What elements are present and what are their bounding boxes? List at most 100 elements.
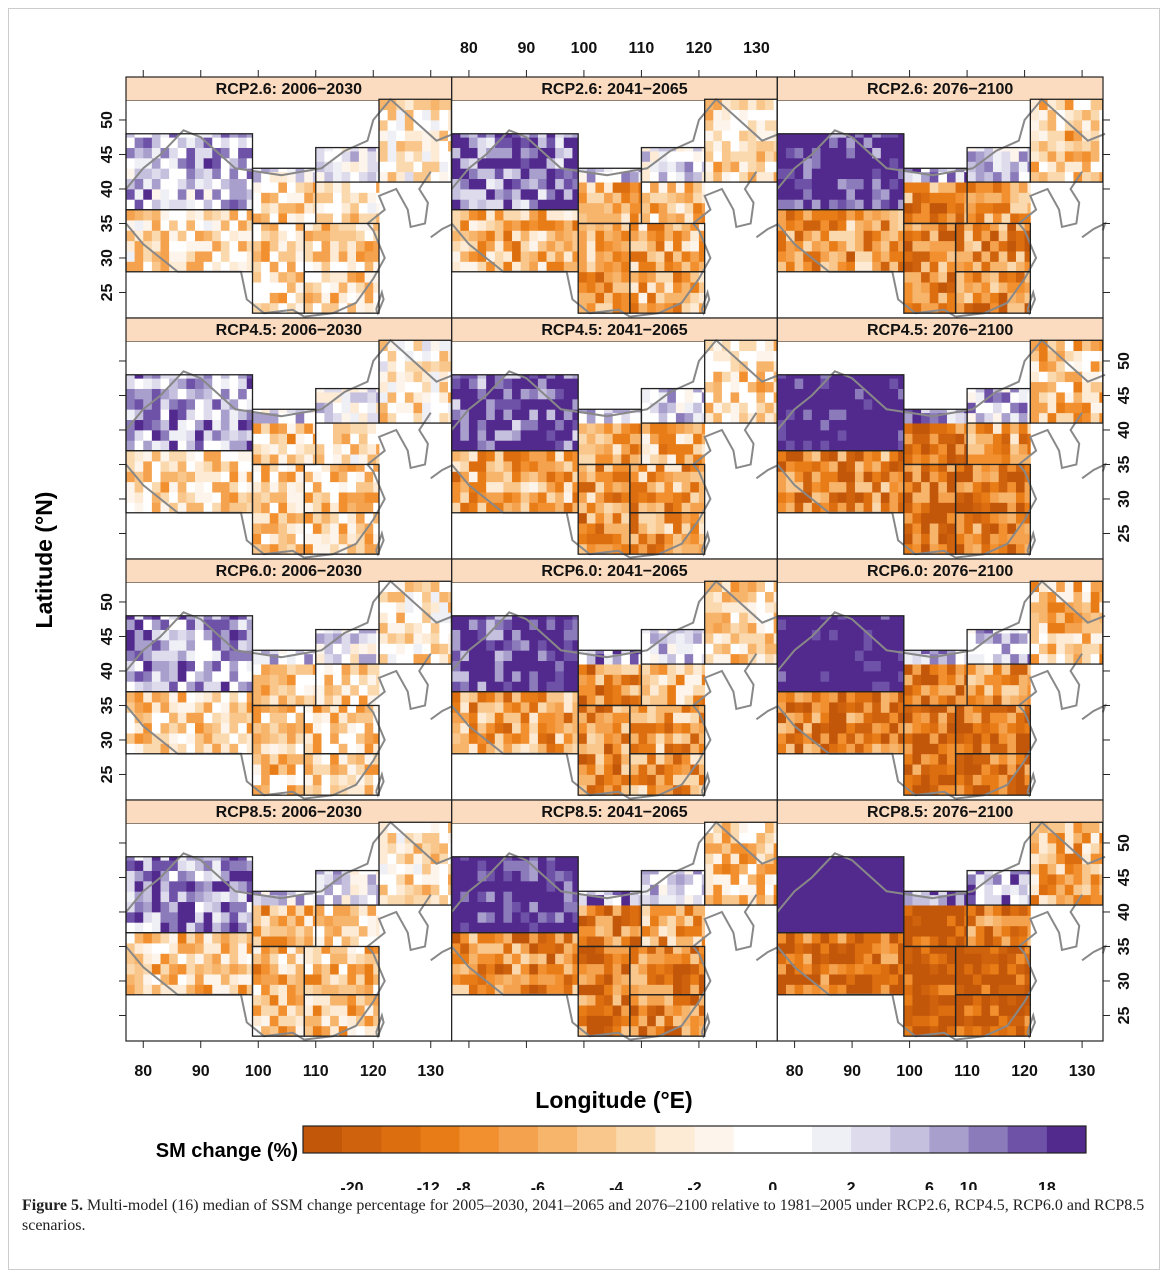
grid-cell: [794, 168, 804, 180]
grid-cell: [572, 374, 579, 379]
grid-cell: [586, 664, 596, 675]
grid-cell: [520, 629, 530, 641]
grid-cell: [529, 681, 539, 693]
grid-cell: [468, 702, 478, 713]
grid-cell: [785, 629, 795, 641]
grid-cell: [765, 360, 775, 372]
grid-cell: [563, 157, 573, 169]
grid-cell: [854, 199, 864, 211]
grid-cell: [503, 440, 513, 452]
grid-cell: [946, 712, 956, 724]
grid-cell: [169, 733, 179, 744]
grid-cell: [655, 722, 665, 734]
grid-cell: [195, 670, 205, 682]
grid-cell: [803, 409, 813, 421]
grid-cell: [730, 612, 740, 624]
grid-cell: [863, 450, 873, 462]
grid-cell: [387, 591, 397, 603]
grid-cell: [269, 271, 279, 283]
grid-cell: [820, 619, 830, 630]
grid-cell: [252, 292, 262, 304]
grid-cell: [872, 722, 882, 734]
grid-cell: [955, 533, 965, 545]
grid-cell: [629, 653, 639, 665]
grid-cell: [151, 733, 161, 744]
grid-cell: [477, 137, 487, 148]
grid-cell: [1082, 340, 1092, 352]
grid-cell: [889, 615, 899, 620]
grid-cell: [229, 388, 239, 400]
grid-cell: [837, 157, 847, 169]
grid-cell: [604, 202, 614, 214]
grid-cell: [486, 147, 496, 159]
grid-cell: [673, 512, 683, 524]
grid-cell: [693, 388, 703, 393]
grid-cell: [794, 388, 804, 400]
grid-cell: [863, 398, 873, 410]
grid-cell: [673, 223, 683, 231]
grid-cell: [903, 282, 913, 293]
grid-cell: [151, 209, 161, 221]
grid-cell: [358, 433, 368, 445]
grid-cell: [169, 481, 179, 493]
grid-cell: [468, 670, 478, 682]
grid-cell: [324, 161, 334, 173]
grid-cell: [984, 402, 994, 414]
grid-cell: [134, 502, 144, 514]
grid-cell: [338, 705, 348, 713]
grid-cell: [379, 643, 389, 655]
grid-cell: [1073, 392, 1083, 403]
grid-cell: [1010, 412, 1020, 424]
grid-cell: [880, 133, 890, 138]
grid-cell: [655, 743, 665, 755]
grid-cell: [477, 492, 487, 503]
grid-cell: [373, 240, 380, 252]
grid-cell: [664, 512, 674, 524]
grid-cell: [903, 674, 913, 686]
grid-cell: [777, 251, 787, 262]
grid-cell: [785, 639, 795, 651]
grid-cell: [929, 764, 939, 775]
grid-cell: [1010, 171, 1020, 183]
grid-cell: [160, 147, 170, 159]
grid-cell: [160, 450, 170, 462]
grid-cell: [212, 240, 222, 252]
grid-cell: [486, 440, 496, 452]
grid-cell: [765, 350, 775, 362]
grid-cell: [186, 450, 196, 462]
grid-cell: [929, 784, 939, 796]
grid-cell: [673, 774, 683, 786]
grid-cell: [1090, 151, 1100, 162]
grid-cell: [451, 388, 461, 400]
grid-cell: [238, 743, 248, 755]
grid-cell: [563, 374, 573, 379]
grid-cell: [367, 454, 377, 465]
grid-cell: [252, 192, 262, 204]
grid-cell: [747, 402, 757, 414]
grid-cell: [269, 774, 279, 786]
grid-cell: [690, 481, 700, 493]
grid-cell: [880, 691, 890, 703]
grid-cell: [595, 764, 605, 775]
grid-cell: [387, 151, 397, 162]
grid-cell: [658, 643, 668, 655]
grid-cell: [846, 481, 856, 493]
grid-cell: [889, 481, 899, 493]
grid-cell: [186, 619, 196, 630]
grid-cell: [650, 684, 660, 696]
grid-cell: [880, 681, 890, 693]
grid-cell: [756, 412, 766, 424]
grid-cell: [229, 492, 239, 503]
grid-cell: [126, 168, 136, 180]
grid-cell: [396, 109, 406, 121]
grid-cell: [698, 282, 706, 293]
grid-cell: [126, 471, 136, 483]
grid-cell: [212, 492, 222, 503]
grid-cell: [578, 684, 588, 696]
grid-cell: [468, 429, 478, 441]
grid-cell: [667, 423, 677, 434]
grid-cell: [990, 733, 1000, 744]
grid-cell: [229, 619, 239, 630]
grid-cell: [537, 230, 547, 242]
grid-cell: [898, 450, 905, 462]
